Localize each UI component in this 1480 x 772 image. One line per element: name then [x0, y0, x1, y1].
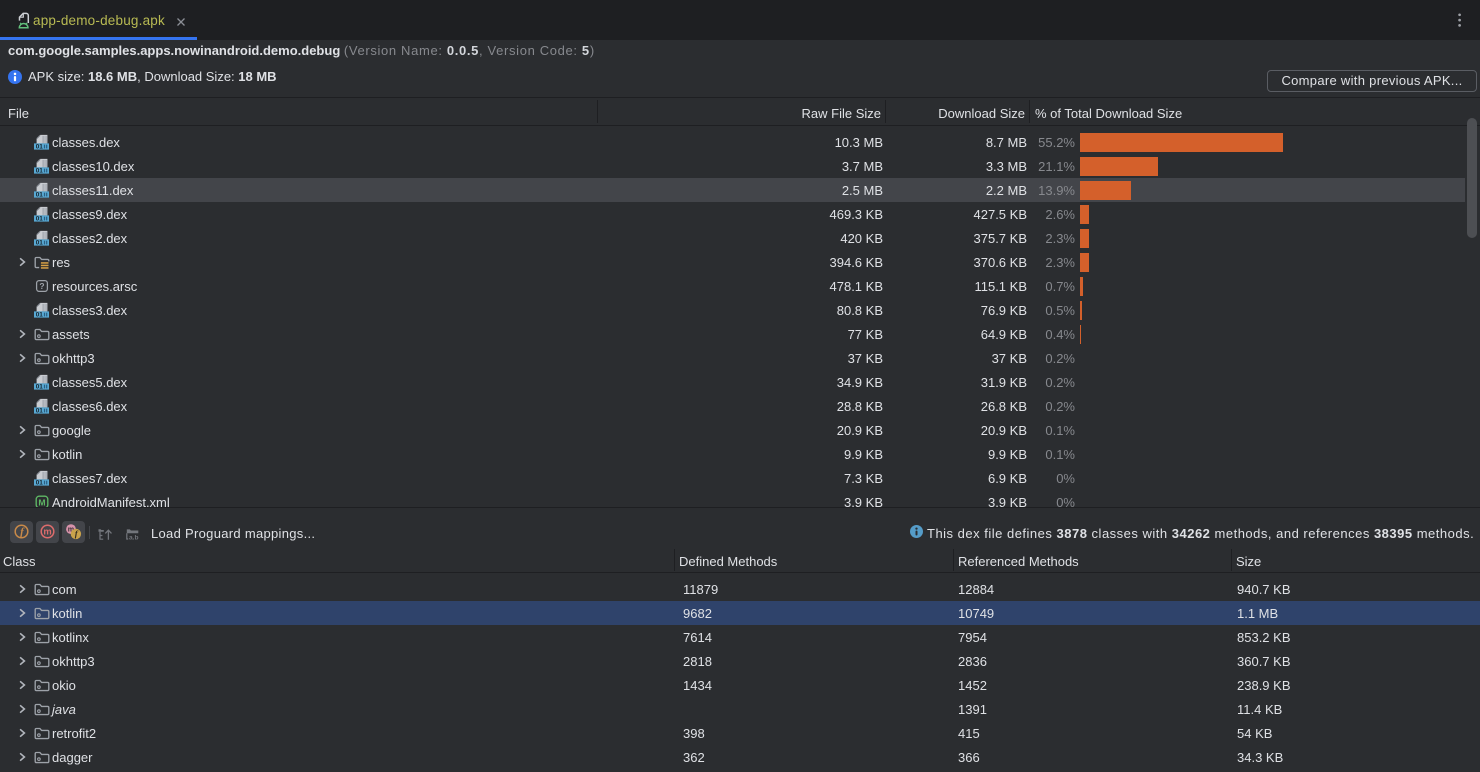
- svg-text:01: 01: [36, 408, 44, 414]
- svg-text:01: 01: [36, 384, 44, 390]
- svg-text:01: 01: [36, 192, 44, 198]
- svg-text:a.b: a.b: [129, 534, 139, 541]
- svg-text:01: 01: [36, 216, 44, 222]
- svg-text:?: ?: [39, 281, 44, 291]
- svg-text:m: m: [68, 524, 74, 533]
- svg-text:01: 01: [36, 312, 44, 318]
- svg-text:f: f: [75, 529, 79, 539]
- svg-text:01: 01: [36, 480, 44, 486]
- svg-text:m: m: [43, 526, 51, 537]
- svg-text:f: f: [20, 526, 25, 538]
- svg-text:01: 01: [36, 144, 44, 150]
- svg-text:01: 01: [36, 240, 44, 246]
- svg-text:01: 01: [36, 168, 44, 174]
- svg-text:M: M: [38, 497, 45, 507]
